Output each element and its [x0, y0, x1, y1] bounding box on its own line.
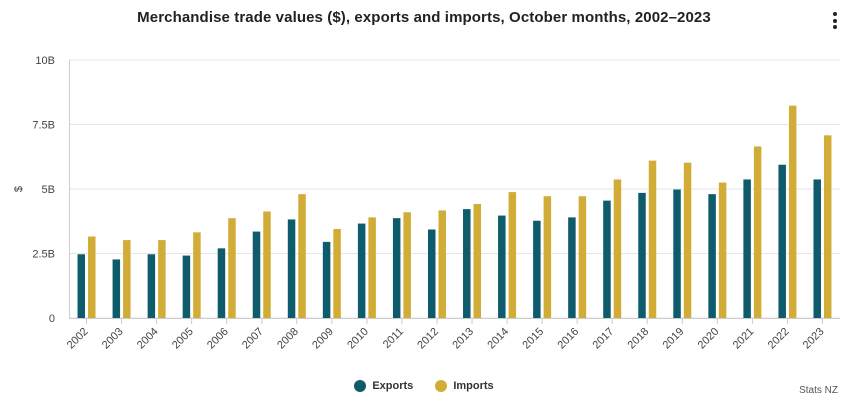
bar-imports-2003[interactable] — [123, 240, 131, 318]
x-tick-label: 2012 — [415, 326, 441, 352]
bar-imports-2005[interactable] — [193, 232, 201, 318]
x-axis-ticks: 2002 2003 2004 2005 2006 2007 2008 2009 2010 2011… — [65, 318, 827, 351]
bar-imports-2009[interactable] — [333, 228, 341, 318]
bar-exports-2005[interactable] — [182, 255, 191, 318]
bar-exports-2023[interactable] — [813, 179, 821, 318]
bar-imports-2020[interactable] — [718, 182, 727, 318]
bar-imports-2022[interactable] — [788, 105, 797, 318]
x-tick-label: 2021 — [731, 326, 757, 352]
bar-exports-2003[interactable] — [112, 259, 121, 318]
x-tick-label: 2006 — [205, 326, 231, 352]
bar-imports-2012[interactable] — [438, 210, 446, 318]
legend-swatch-imports — [435, 380, 448, 392]
bar-exports-2020[interactable] — [708, 194, 716, 318]
bar-imports-2017[interactable] — [613, 179, 622, 318]
bar-imports-2006[interactable] — [228, 218, 236, 318]
bar-imports-2018[interactable] — [648, 160, 657, 318]
bar-imports-2008[interactable] — [298, 194, 306, 318]
bar-imports-2023[interactable] — [823, 135, 832, 318]
bar-exports-2008[interactable] — [287, 219, 296, 318]
legend-swatch-exports — [354, 380, 367, 392]
bar-exports-2019[interactable] — [673, 189, 681, 318]
x-axis — [69, 60, 840, 319]
bar-exports-2015[interactable] — [533, 220, 541, 318]
x-tick-label: 2023 — [801, 326, 827, 352]
legend-label-exports: Exports — [372, 380, 414, 392]
bar-exports-2010[interactable] — [357, 223, 366, 318]
bar-exports-2012[interactable] — [427, 229, 436, 318]
legend-item-imports[interactable]: Imports — [435, 380, 494, 392]
bar-imports-2014[interactable] — [508, 192, 517, 318]
x-tick-label: 2010 — [345, 326, 371, 352]
y-axis-ticks: 0 2.5B 5B 7.5B 10B — [32, 55, 55, 325]
legend-item-exports[interactable]: Exports — [354, 380, 413, 392]
x-tick-label: 2020 — [696, 326, 722, 352]
x-tick-label: 2007 — [240, 326, 266, 352]
bar-imports-2010[interactable] — [368, 217, 376, 318]
bar-imports-2015[interactable] — [543, 196, 552, 318]
bar-exports-2011[interactable] — [392, 218, 401, 318]
x-tick-label: 2019 — [661, 326, 687, 352]
x-tick-label: 2015 — [520, 326, 546, 352]
bar-exports-2013[interactable] — [463, 209, 471, 318]
bar-exports-2002[interactable] — [77, 254, 86, 318]
bar-imports-2002[interactable] — [88, 236, 96, 318]
bar-imports-2013[interactable] — [473, 203, 482, 318]
bar-imports-2011[interactable] — [403, 212, 411, 318]
bars — [77, 105, 832, 318]
bar-exports-2009[interactable] — [322, 241, 331, 318]
y-tick-label: 2.5B — [32, 249, 55, 261]
bar-exports-2021[interactable] — [743, 179, 751, 318]
bar-imports-2007[interactable] — [263, 211, 271, 318]
legend: Exports Imports — [0, 380, 848, 392]
x-tick-label: 2013 — [450, 326, 476, 352]
x-tick-label: 2003 — [100, 326, 126, 352]
bar-exports-2022[interactable] — [778, 164, 786, 318]
chart-title: Merchandise trade values ($), exports an… — [137, 9, 711, 26]
bar-exports-2006[interactable] — [217, 248, 226, 318]
bar-exports-2017[interactable] — [603, 200, 611, 318]
bar-imports-2016[interactable] — [578, 196, 587, 318]
bar-exports-2016[interactable] — [568, 217, 576, 318]
x-tick-label: 2004 — [135, 326, 161, 352]
more-vertical-icon[interactable] — [826, 12, 844, 34]
bar-imports-2021[interactable] — [753, 146, 762, 318]
y-tick-label: 5B — [42, 184, 55, 196]
x-tick-label: 2005 — [170, 326, 196, 352]
x-tick-label: 2017 — [591, 326, 617, 352]
x-tick-label: 2008 — [275, 326, 301, 352]
x-tick-label: 2011 — [381, 326, 406, 351]
bar-imports-2019[interactable] — [683, 162, 692, 318]
bar-imports-2004[interactable] — [158, 240, 166, 318]
y-tick-label: 0 — [49, 313, 55, 325]
bar-exports-2004[interactable] — [147, 254, 156, 318]
legend-label-imports: Imports — [453, 380, 494, 392]
y-tick-label: 10B — [35, 55, 55, 67]
x-tick-label: 2016 — [555, 326, 581, 352]
x-tick-label: 2018 — [626, 326, 652, 352]
bar-exports-2007[interactable] — [252, 231, 261, 318]
credits[interactable]: Stats NZ — [799, 385, 838, 396]
x-tick-label: 2002 — [65, 326, 91, 352]
y-tick-label: 7.5B — [32, 120, 55, 132]
bar-exports-2018[interactable] — [638, 192, 646, 318]
x-tick-label: 2014 — [485, 326, 511, 352]
bar-exports-2014[interactable] — [498, 215, 506, 318]
y-axis-label: $ — [13, 186, 25, 192]
x-tick-label: 2009 — [310, 326, 336, 352]
x-tick-label: 2022 — [766, 326, 792, 352]
